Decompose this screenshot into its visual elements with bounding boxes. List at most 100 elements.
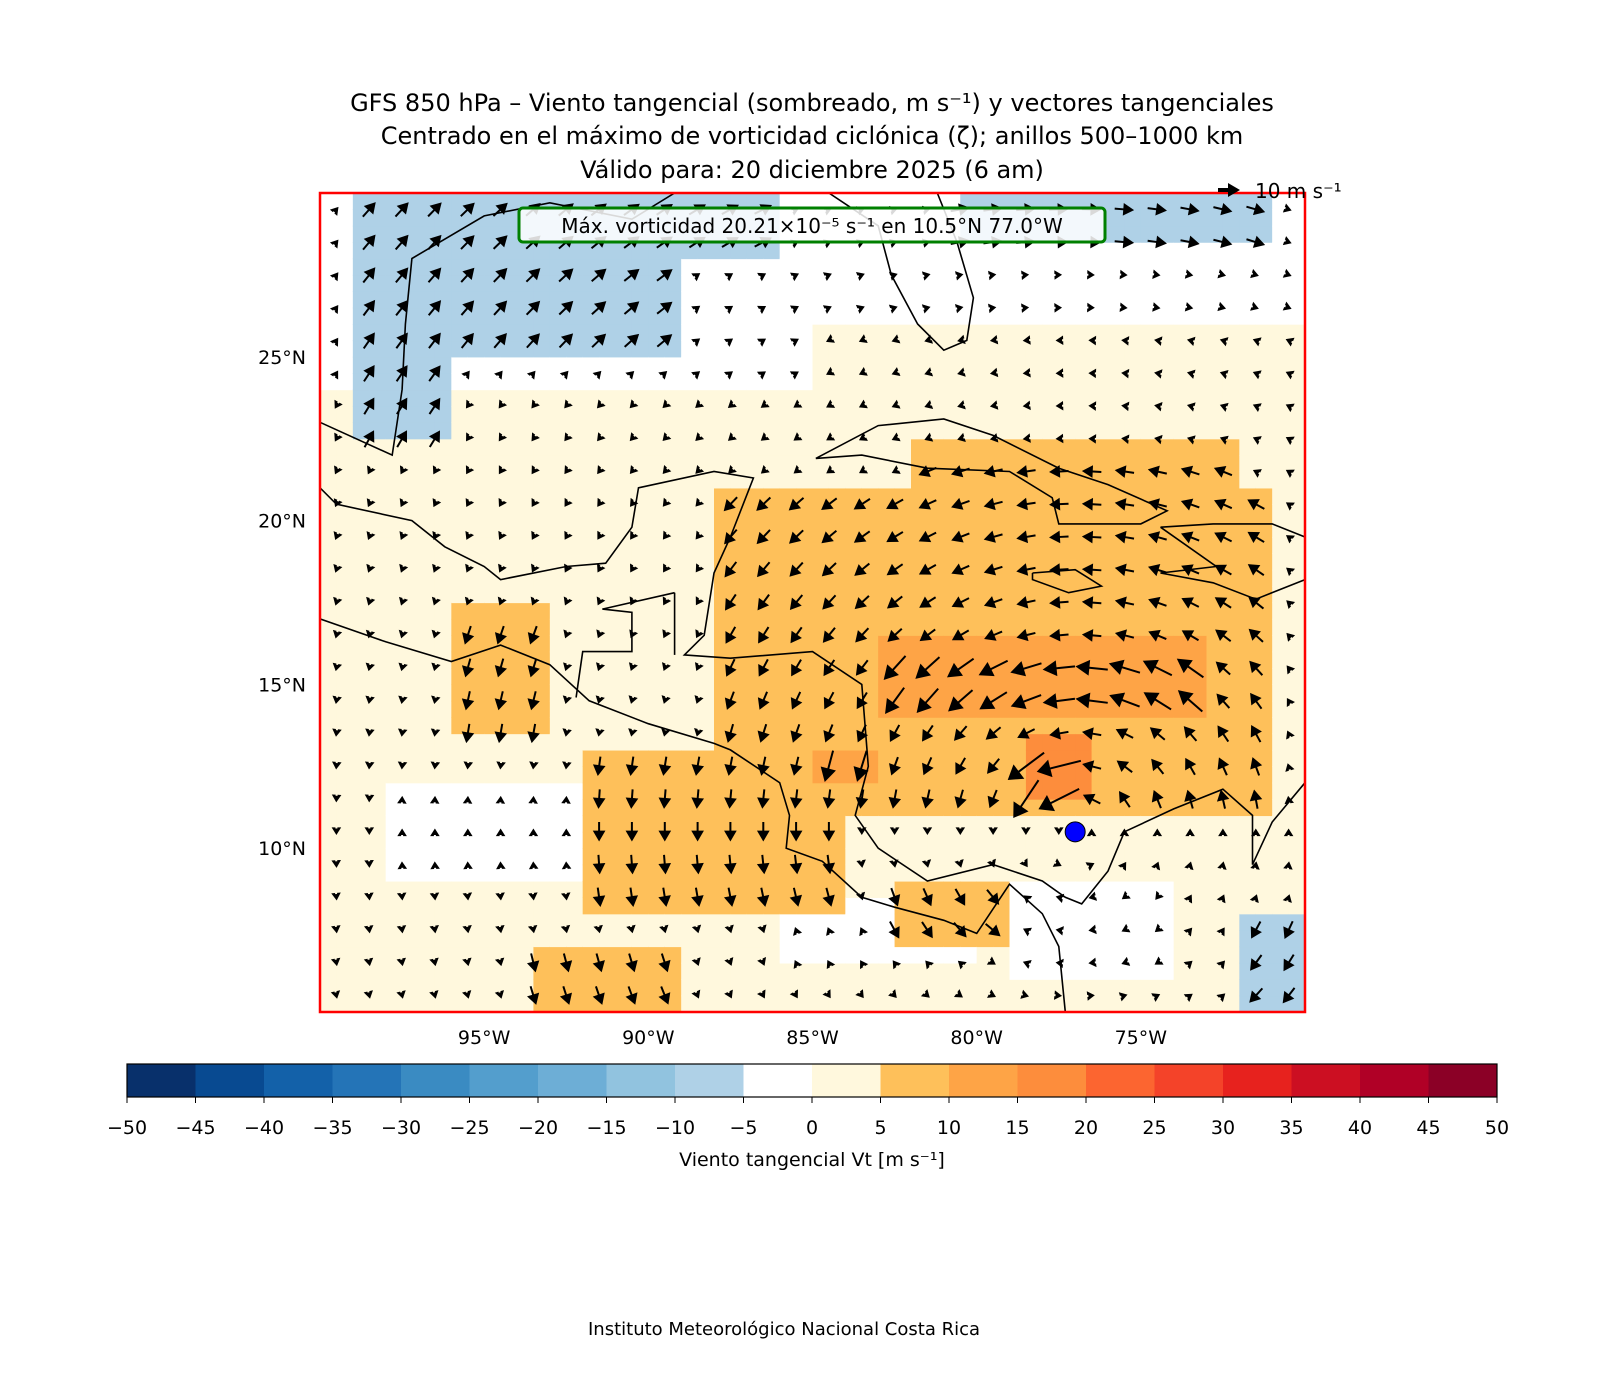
shading-cell (911, 242, 928, 260)
wind-vector (1087, 302, 1095, 313)
wind-vector (560, 924, 571, 934)
shading-cell (451, 766, 469, 784)
shading-cell (1042, 782, 1060, 800)
shading-cell (451, 995, 469, 1012)
shading-cell (1272, 897, 1290, 915)
shading-cell (599, 962, 617, 980)
shading-cell (1157, 340, 1175, 358)
shading-cell (369, 995, 387, 1012)
shading-cell (943, 307, 961, 325)
shading-cell (1140, 602, 1158, 620)
shading-cell (1173, 274, 1191, 292)
shading-cell (1058, 618, 1076, 636)
shading-cell (697, 274, 715, 292)
shading-cell (1239, 602, 1257, 620)
shading-cell (714, 193, 731, 210)
shading-cell (796, 291, 814, 309)
wind-vector (1016, 497, 1036, 511)
wind-vector (1121, 401, 1130, 412)
shading-cell (976, 864, 994, 882)
wind-vector (528, 795, 538, 804)
wind-vector (398, 695, 408, 704)
shading-cell (533, 586, 551, 604)
wind-vector (662, 497, 672, 507)
shading-cell (336, 602, 354, 620)
shading-cell (1255, 749, 1273, 767)
shading-cell (1108, 422, 1125, 440)
shading-cell (1025, 700, 1043, 718)
shading-cell (467, 209, 485, 227)
shading-cell (730, 635, 748, 653)
shading-cell (828, 913, 846, 931)
shading-cell (320, 438, 337, 456)
shading-cell (828, 356, 846, 374)
shading-cell (369, 471, 387, 489)
shading-cell (517, 455, 534, 473)
wind-vector (530, 596, 540, 606)
shading-cell (1255, 291, 1273, 309)
shading-cell (484, 438, 502, 456)
shading-cell (648, 602, 666, 620)
shading-cell (1239, 389, 1257, 407)
shading-cell (549, 651, 567, 669)
wind-vector (526, 370, 536, 380)
shading-cell (582, 979, 600, 997)
shading-cell (1075, 635, 1093, 653)
shading-cell (943, 274, 961, 292)
shading-cell (861, 995, 879, 1012)
shading-cell (1239, 307, 1257, 325)
shading-cell (927, 340, 945, 358)
shading-cell (1288, 668, 1305, 686)
shading-cell (730, 340, 748, 358)
shading-cell (1042, 618, 1060, 636)
shading-cell (336, 356, 354, 374)
shading-cell (1255, 193, 1273, 210)
shading-cell (533, 979, 551, 997)
wind-vector (493, 267, 508, 283)
shading-cell (1173, 340, 1191, 358)
shading-cell (500, 373, 518, 391)
shading-cell (648, 651, 666, 669)
shading-cell (500, 602, 518, 620)
wind-vector (656, 301, 673, 315)
shading-cell (467, 487, 485, 505)
wind-vector (395, 300, 409, 316)
shading-cell (1075, 307, 1093, 325)
wind-vector (395, 365, 408, 382)
shading-cell (1075, 880, 1093, 898)
shading-cell (599, 389, 617, 407)
shading-cell (566, 536, 584, 554)
shading-cell (1042, 946, 1060, 964)
shading-cell (796, 422, 814, 440)
shading-cell (927, 717, 945, 735)
shading-cell (500, 274, 518, 292)
wind-vector (364, 860, 374, 868)
shading-cell (1173, 668, 1191, 686)
shading-cell (1222, 471, 1240, 489)
shading-cell (714, 356, 731, 374)
shading-cell (664, 553, 682, 571)
shading-cell (1009, 995, 1027, 1012)
shading-cell (779, 749, 797, 767)
shading-cell (911, 193, 928, 210)
shading-cell (434, 455, 452, 473)
shading-cell (1173, 193, 1191, 210)
shading-cell (484, 536, 502, 554)
shading-cell (730, 799, 748, 817)
shading-cell (615, 668, 633, 686)
shading-cell (1157, 864, 1175, 882)
wind-vector (597, 497, 606, 507)
shading-cell (878, 717, 896, 735)
shading-cell (927, 258, 945, 276)
shading-cell (369, 946, 387, 964)
shading-cell (697, 487, 715, 505)
shading-cell (993, 504, 1011, 522)
shading-cell (796, 504, 814, 522)
shading-cell (943, 749, 961, 767)
shading-cell (943, 880, 961, 898)
wind-vector (1247, 499, 1265, 511)
shading-cell (697, 373, 715, 391)
shading-cell (681, 504, 699, 522)
shading-cell (1255, 913, 1273, 931)
shading-cell (1255, 422, 1273, 440)
